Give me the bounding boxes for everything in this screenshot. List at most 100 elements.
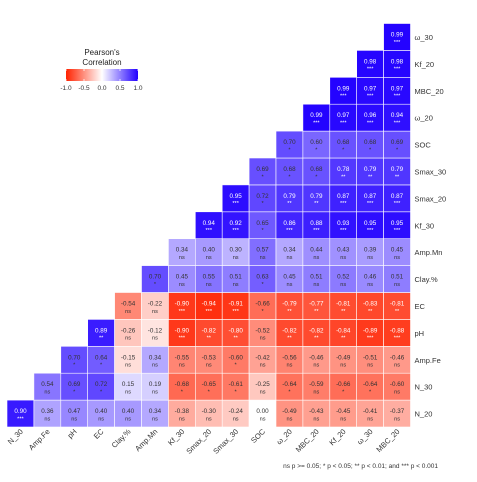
heatmap-cell: [383, 211, 411, 240]
x-axis-tick-label: Kf_20: [327, 427, 347, 447]
heatmap-cell: [248, 345, 277, 374]
cell-value-label: -0.91: [228, 300, 243, 307]
cell-value-label: 0.79: [364, 166, 377, 173]
cell-significance-label: ***: [232, 201, 239, 207]
cell-value-label: 0.60: [310, 139, 323, 146]
heatmap-cell: [329, 319, 357, 347]
y-axis-labels: N_20 N_30 Amp.Fe pH EC Clay.% Amp.Mn Kf_30 Smax_…: [415, 33, 447, 419]
cell-value-label: -0.65: [202, 381, 217, 388]
cell-significance-label: ns: [98, 416, 104, 422]
cell-significance-label: ns: [125, 363, 131, 369]
cell-significance-label: ***: [179, 309, 186, 315]
cell-value-label: 0.68: [283, 166, 296, 173]
cell-significance-label: *: [288, 174, 291, 180]
cell-significance-label: *: [342, 147, 345, 153]
cell-value-label: 0.68: [337, 139, 350, 146]
cell-significance-label: ns: [313, 389, 319, 395]
heatmap-cell: [383, 184, 411, 213]
cell-significance-label: ***: [367, 336, 374, 342]
cell-value-label: -0.46: [390, 354, 405, 361]
cell-value-label: 0.45: [391, 247, 404, 254]
cell-significance-label: ***: [340, 201, 347, 207]
cell-value-label: 0.99: [310, 112, 323, 119]
cell-value-label: -0.88: [390, 327, 405, 334]
cell-significance-label: ns: [152, 309, 158, 315]
legend-tick-label: -1.0: [60, 85, 72, 92]
cell-value-label: 0.43: [337, 247, 350, 254]
legend-title-line: Correlation: [82, 58, 121, 67]
cell-significance-label: ns: [313, 282, 319, 288]
heatmap-cell: [356, 77, 384, 105]
cell-value-label: -0.41: [363, 408, 378, 415]
y-axis-tick-label: ω_30: [415, 33, 433, 42]
cell-value-label: 0.92: [230, 220, 243, 227]
cell-significance-label: ***: [286, 228, 293, 234]
cell-value-label: -0.51: [363, 354, 378, 361]
heatmap-cell: [356, 211, 384, 240]
cell-significance-label: ***: [394, 40, 401, 46]
heatmap-cell: [356, 319, 384, 347]
x-axis-tick-label: MBC_20: [294, 427, 321, 454]
cell-value-label: 0.39: [364, 247, 377, 254]
cell-significance-label: ***: [367, 228, 374, 234]
cell-value-label: 0.64: [95, 354, 108, 361]
heatmap-cell: [141, 372, 169, 401]
cell-value-label: 0.57: [256, 247, 269, 254]
cell-significance-label: *: [288, 389, 291, 395]
legend-tick-label: 1.0: [133, 85, 142, 92]
y-axis-tick-label: EC: [415, 302, 426, 311]
heatmap-cell: [383, 50, 411, 78]
cell-significance-label: **: [207, 336, 212, 342]
cell-significance-label: ns: [367, 282, 373, 288]
heatmap-cell: [383, 319, 411, 347]
cell-value-label: 0.94: [391, 112, 404, 119]
cell-significance-label: ns: [286, 282, 292, 288]
cell-significance-label: ns: [260, 255, 266, 261]
legend-tick-label: 0.0: [97, 85, 106, 92]
cell-significance-label: ns: [367, 255, 373, 261]
cell-value-label: -0.55: [175, 354, 190, 361]
cell-significance-label: ***: [367, 120, 374, 126]
x-axis-tick-label: Smax_20: [184, 427, 213, 456]
y-axis-tick-label: Smax_30: [415, 167, 447, 176]
cell-value-label: 0.51: [230, 274, 243, 281]
cell-value-label: -0.68: [175, 381, 190, 388]
heatmap-cell: [275, 211, 304, 240]
cell-value-label: 0.40: [122, 408, 135, 415]
cell-significance-label: ns: [340, 363, 346, 369]
cell-significance-label: ***: [232, 309, 239, 315]
cell-significance-label: ns: [233, 282, 239, 288]
y-axis-tick-label: SOC: [415, 141, 432, 150]
cell-significance-label: **: [341, 174, 346, 180]
cell-significance-label: ns: [179, 416, 185, 422]
cell-significance-label: ***: [205, 228, 212, 234]
heatmap-cell: [383, 157, 411, 186]
heatmap-cell: [248, 184, 277, 213]
heatmap-cell: [141, 345, 169, 374]
y-axis-tick-label: N_30: [415, 383, 433, 392]
cell-value-label: 0.90: [14, 408, 27, 415]
cell-significance-label: *: [100, 363, 103, 369]
cell-significance-label: ***: [394, 228, 401, 234]
cell-value-label: -0.61: [228, 381, 243, 388]
cell-value-label: 0.79: [283, 193, 296, 200]
cell-value-label: -0.89: [363, 327, 378, 334]
cell-value-label: -0.25: [255, 381, 270, 388]
cell-significance-label: *: [288, 147, 291, 153]
x-axis-tick-label: pH: [66, 427, 79, 440]
cell-value-label: -0.82: [282, 327, 297, 334]
cell-value-label: 0.88: [310, 220, 323, 227]
cell-significance-label: **: [287, 201, 292, 207]
x-axis-tick-label: Smax_30: [211, 427, 240, 456]
cell-significance-label: *: [261, 282, 264, 288]
heatmap-cell: [221, 211, 250, 240]
cell-significance-label: ***: [394, 201, 401, 207]
legend-title-line: Pearson's: [84, 48, 119, 57]
cell-significance-label: ns: [233, 255, 239, 261]
cell-significance-label: ns: [394, 389, 400, 395]
heatmap-cell: [383, 77, 411, 105]
cell-significance-label: ***: [232, 228, 239, 234]
heatmap-cell: [383, 372, 411, 401]
cell-value-label: -0.26: [121, 327, 136, 334]
cell-significance-label: ns: [286, 255, 292, 261]
